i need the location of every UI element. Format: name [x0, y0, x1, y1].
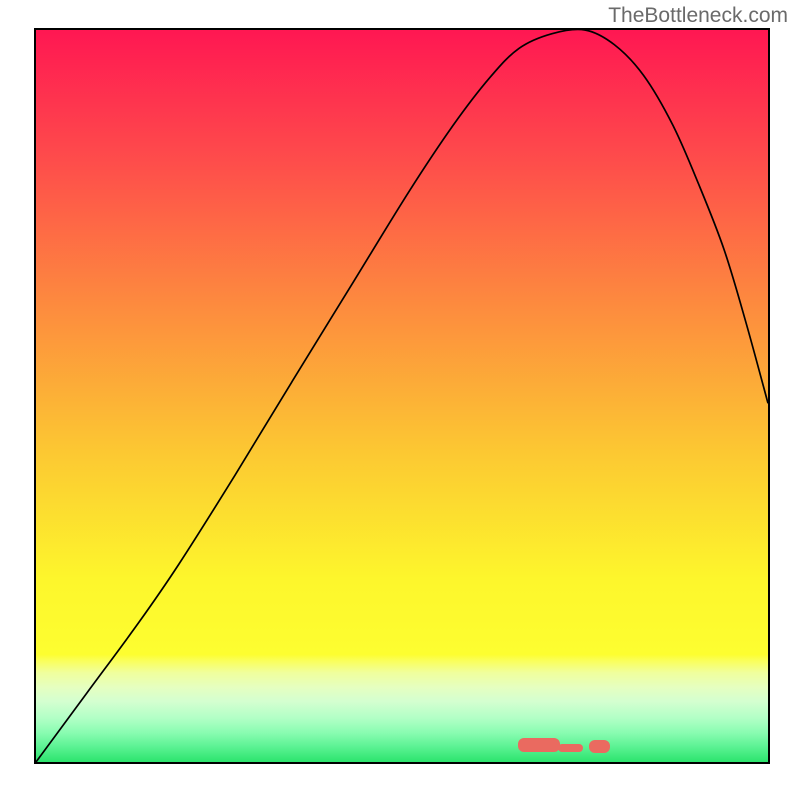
chart-frame — [34, 28, 770, 764]
page-container: TheBottleneck.com — [0, 0, 800, 800]
curve-line — [36, 30, 768, 762]
highlight-marker — [518, 738, 560, 753]
plot-area — [36, 30, 768, 762]
watermark-text: TheBottleneck.com — [608, 4, 788, 28]
highlight-marker — [558, 744, 583, 753]
highlight-marker — [589, 740, 609, 753]
